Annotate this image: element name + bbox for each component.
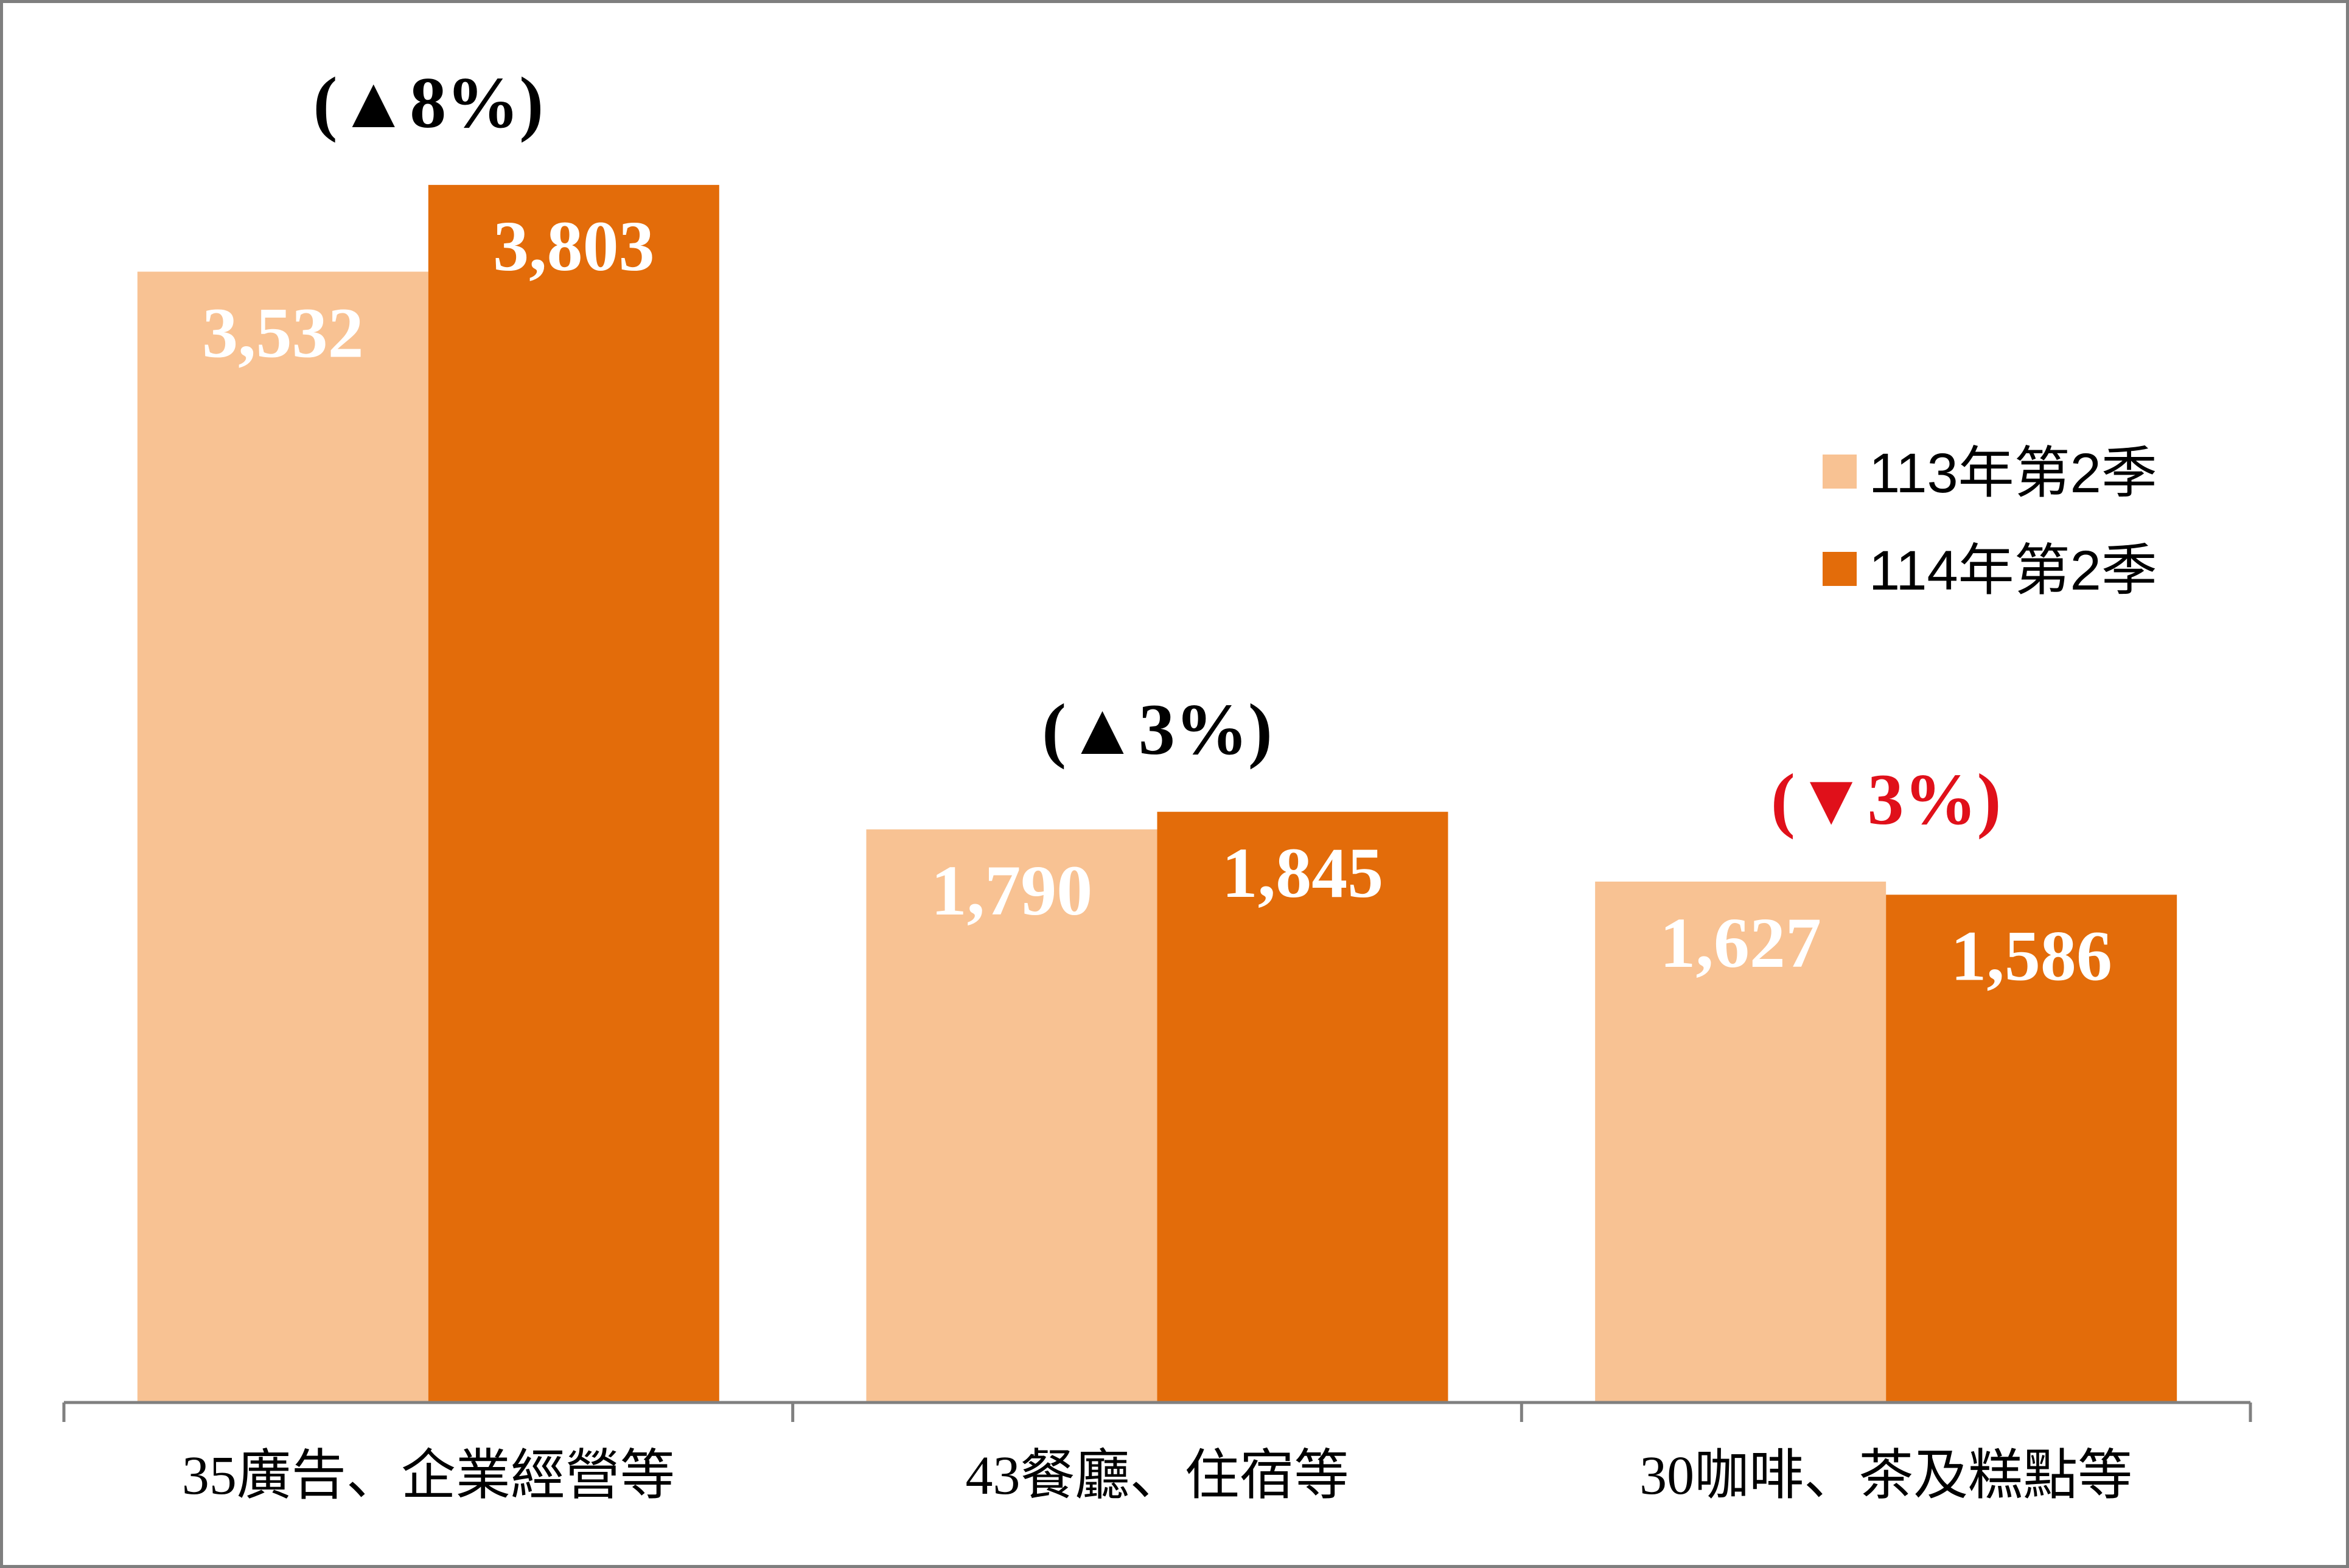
legend-swatch-2 [1823,552,1857,586]
legend-label-1: 113年第2季 [1869,442,2157,504]
change-annotation: (▲3%) [1042,689,1272,770]
change-annotation: (▲8%) [313,62,543,143]
data-label: 3,532 [202,293,364,372]
data-label: 1,790 [931,851,1093,930]
x-tick-label: 35廣告、企業經營等 [182,1446,675,1506]
bar-s2-cat1 [1157,812,1448,1402]
legend-swatch-1 [1823,455,1857,489]
legend-label-2: 114年第2季 [1869,540,2157,602]
data-label: 3,803 [493,206,655,286]
x-tick-label: 43餐廳、住宿等 [966,1446,1349,1506]
change-annotation: (▼3%) [1771,759,2002,840]
data-label: 1,627 [1660,903,1821,983]
bar-s1-cat0 [137,271,428,1402]
bar-s1-cat1 [866,829,1157,1402]
bar-s1-cat2 [1595,881,1887,1402]
bar-s2-cat0 [428,184,719,1403]
data-label: 1,845 [1222,833,1384,913]
x-tick-label: 30咖啡、茶及糕點等 [1639,1446,2132,1506]
data-label: 1,586 [1950,916,2112,995]
bar-s2-cat2 [1886,894,2177,1402]
bar-chart: 3,532 3,803 1,790 1,845 1,627 1,586 (▲8%) (▲3%)… [62,62,2252,1506]
